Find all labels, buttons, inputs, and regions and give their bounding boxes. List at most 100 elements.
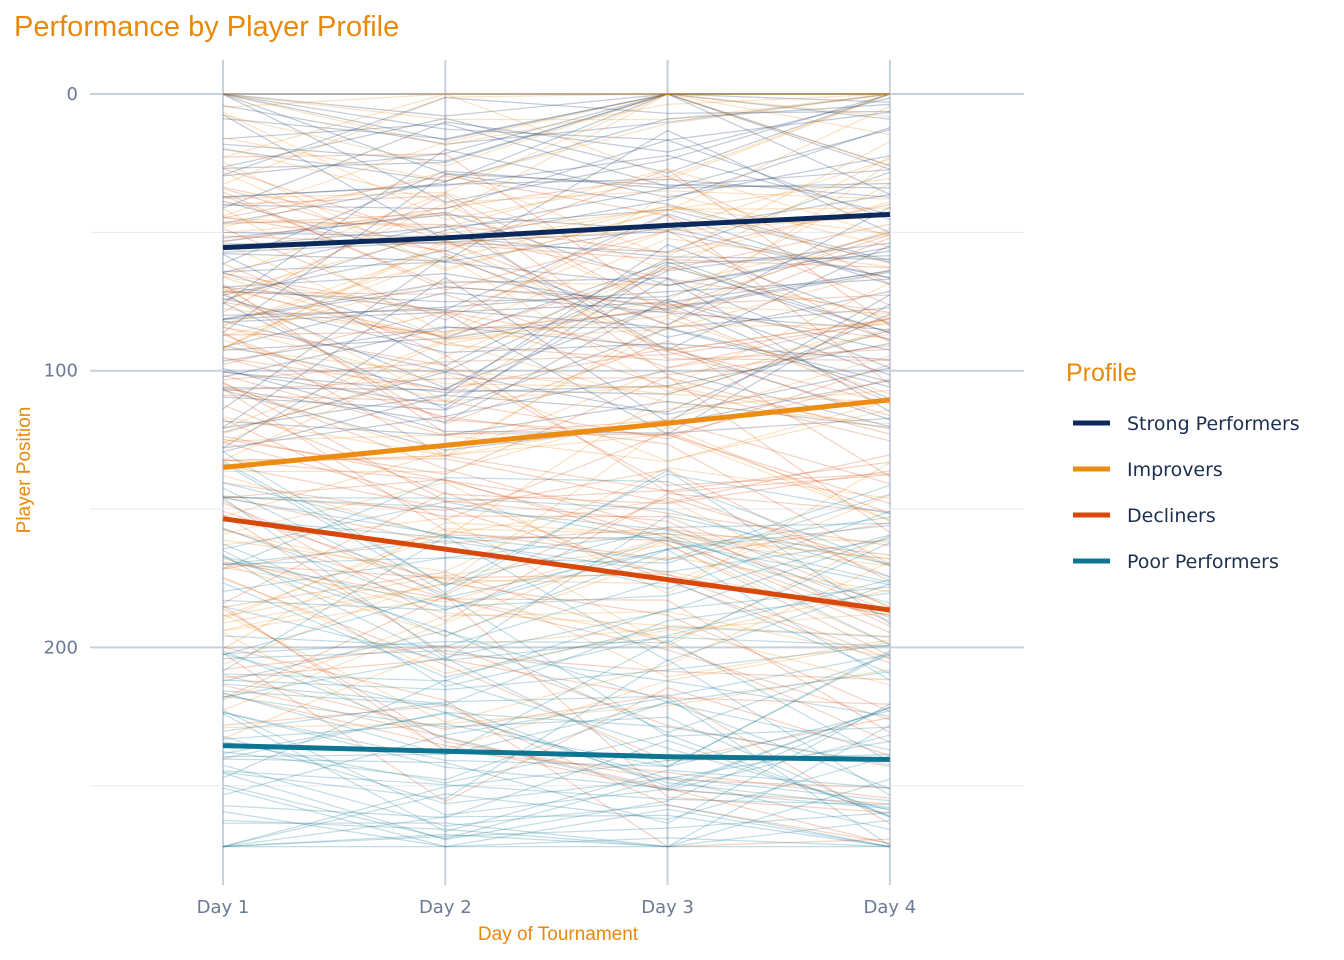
player-line	[222, 93, 891, 177]
player-line	[222, 303, 891, 449]
player-line	[222, 487, 890, 599]
player-line	[222, 501, 891, 586]
x-axis-title: Day of Tournament	[478, 924, 639, 945]
player-line	[222, 167, 891, 326]
player-line	[222, 387, 890, 560]
player-line	[222, 400, 890, 436]
player-line	[222, 255, 891, 410]
player-line	[222, 693, 890, 805]
legend-label: Improvers	[1127, 459, 1223, 481]
player-line	[222, 629, 891, 734]
player-line	[222, 215, 890, 315]
player-line	[222, 235, 890, 269]
player-line	[222, 93, 890, 141]
player-line	[222, 776, 890, 840]
player-line	[222, 712, 891, 831]
player-line	[222, 380, 891, 451]
player-line	[222, 105, 891, 269]
player-line	[222, 496, 891, 584]
player-line	[222, 696, 891, 847]
player-line	[222, 93, 890, 185]
legend-title: Profile	[1066, 359, 1137, 387]
player-line	[222, 608, 890, 789]
player-line	[222, 93, 890, 146]
individual-player-lines	[222, 93, 891, 848]
player-line	[222, 231, 891, 303]
player-line	[222, 212, 890, 376]
player-line	[222, 93, 891, 203]
player-line	[222, 812, 890, 848]
player-line	[222, 93, 891, 224]
player-line	[222, 632, 891, 751]
player-line	[222, 819, 890, 848]
player-line	[222, 93, 890, 182]
player-line	[222, 518, 891, 604]
player-line	[222, 460, 890, 586]
player-line	[222, 653, 891, 766]
y-axis-title: Player Position	[14, 407, 35, 534]
player-line	[222, 231, 891, 279]
player-line	[222, 162, 891, 341]
player-line	[222, 649, 890, 717]
player-line	[222, 93, 890, 108]
player-line	[222, 521, 890, 650]
player-line	[222, 309, 890, 340]
player-line	[222, 93, 890, 140]
player-line	[222, 286, 890, 361]
player-line	[222, 679, 891, 812]
player-line	[222, 147, 890, 204]
player-line	[222, 173, 891, 333]
player-line	[222, 93, 890, 141]
player-line	[222, 186, 890, 314]
player-line	[222, 468, 891, 582]
player-line	[222, 770, 890, 806]
player-line	[222, 724, 891, 848]
player-line	[222, 497, 891, 659]
player-line	[222, 563, 891, 660]
x-tick-label: Day 3	[641, 897, 694, 918]
player-line	[222, 158, 891, 349]
player-line	[222, 577, 891, 762]
player-line	[222, 703, 891, 825]
player-line	[222, 363, 891, 440]
player-line	[222, 93, 890, 145]
player-line	[222, 254, 891, 393]
player-line	[222, 707, 891, 841]
player-line	[222, 493, 890, 622]
player-line	[222, 787, 890, 848]
player-line	[222, 653, 891, 732]
player-line	[222, 264, 891, 410]
player-line	[222, 478, 891, 657]
player-line	[222, 683, 891, 788]
x-tick-label: Day 4	[864, 897, 917, 918]
player-line	[222, 175, 891, 306]
player-line	[223, 778, 891, 848]
player-line	[222, 476, 891, 570]
player-line	[222, 327, 891, 435]
player-line	[222, 589, 891, 639]
player-line	[222, 93, 891, 167]
player-line	[222, 339, 891, 430]
player-line	[222, 178, 890, 294]
player-line	[222, 462, 891, 595]
series-line-improvers	[222, 397, 891, 470]
player-line	[222, 595, 890, 814]
player-line	[222, 493, 891, 565]
player-line	[222, 333, 890, 458]
player-line	[222, 224, 891, 351]
player-line	[222, 123, 890, 188]
player-line	[222, 327, 891, 411]
player-line	[222, 709, 890, 816]
player-line	[222, 148, 891, 305]
player-line	[222, 93, 891, 221]
player-line	[222, 592, 890, 706]
player-line	[222, 418, 891, 521]
player-line	[222, 276, 891, 428]
player-line	[222, 347, 891, 405]
player-line	[222, 441, 891, 578]
player-line	[222, 516, 890, 611]
player-line	[223, 93, 891, 178]
player-line	[222, 93, 890, 169]
player-line	[222, 610, 891, 701]
x-axis-ticks: Day 1 Day 2 Day 3 Day 4	[197, 897, 917, 918]
